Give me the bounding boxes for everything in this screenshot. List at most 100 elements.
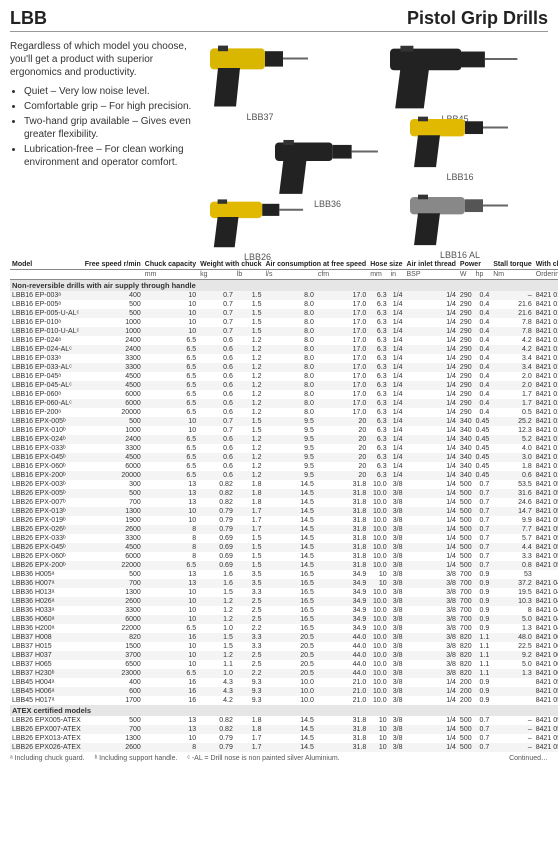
cell: 200 — [458, 687, 474, 696]
cell: 2.0 — [491, 372, 534, 381]
cell: 10.0 — [368, 615, 388, 624]
cell: 6.3 — [368, 426, 388, 435]
table-row: LBB16 EP-005-U-ALᶜ500100.71.58.017.06.31… — [10, 309, 558, 318]
cell: 1.8 — [235, 489, 264, 498]
cell: 6.3 — [368, 345, 388, 354]
cell: 21.0 — [316, 687, 368, 696]
cell: 1900 — [83, 516, 143, 525]
cell: 8421 0108 01 — [534, 291, 558, 300]
cell: 6.3 — [368, 399, 388, 408]
cell: 8 — [491, 606, 534, 615]
cell: 10.0 — [368, 561, 388, 570]
cell — [491, 696, 534, 705]
cell: 3/8 — [389, 597, 405, 606]
cell: 13 — [143, 498, 198, 507]
cell: 1.5 — [235, 309, 264, 318]
cell: 2600 — [83, 597, 143, 606]
cell: 8421 0108 18 — [534, 363, 558, 372]
cell: 31.8 — [316, 507, 368, 516]
cell: – — [491, 716, 534, 725]
cell: 1000 — [83, 426, 143, 435]
cell: 0.9 — [474, 678, 492, 687]
cell: 17.0 — [316, 327, 368, 336]
cell: 0.7 — [474, 734, 492, 743]
cell: 8.0 — [263, 372, 315, 381]
col-subheader: in — [389, 270, 405, 280]
cell: 1/4 — [405, 552, 458, 561]
cell: 1/4 — [405, 507, 458, 516]
cell: 0.9 — [474, 588, 492, 597]
cell: 16.5 — [263, 588, 315, 597]
cell: 0.69 — [198, 534, 235, 543]
cell: 10.0 — [368, 507, 388, 516]
cell: 8421 0501 32 — [534, 696, 558, 705]
col-subheader: cfm — [316, 270, 368, 280]
cell: 10.0 — [368, 480, 388, 489]
cell: 1/4 — [405, 354, 458, 363]
cell: 1/4 — [405, 471, 458, 480]
cell: 37.2 — [491, 579, 534, 588]
cell: 34.9 — [316, 615, 368, 624]
cell: 8 — [143, 743, 198, 752]
cell: 1/4 — [389, 300, 405, 309]
cell: 31.8 — [316, 743, 368, 752]
table-row: LBB16 EPX-024ᵇ24006.50.61.29.5206.31/41/… — [10, 435, 558, 444]
cell: 3/8 — [389, 624, 405, 633]
cell: 1/4 — [405, 417, 458, 426]
cell: 1/4 — [389, 354, 405, 363]
cell: 4.2 — [491, 336, 534, 345]
cell: 1/4 — [389, 462, 405, 471]
cell: 10.0 — [368, 543, 388, 552]
cell: 0.5 — [491, 408, 534, 417]
cell: 500 — [458, 725, 474, 734]
cell: 20.5 — [263, 669, 315, 678]
cell: 400 — [83, 291, 143, 300]
cell: 3/8 — [389, 660, 405, 669]
cell: 0.4 — [474, 363, 492, 372]
cell: 500 — [458, 734, 474, 743]
table-row: LBB36 H007ᵃ700131.63.516.534.9103/83/870… — [10, 579, 558, 588]
table-row: LBB16 EPX-033ᵇ33006.50.61.29.5206.31/41/… — [10, 444, 558, 453]
cell: 3.3 — [491, 552, 534, 561]
drill-icon — [210, 195, 305, 250]
cell: 3/8 — [389, 561, 405, 570]
cell: 500 — [83, 570, 143, 579]
cell: 1.2 — [235, 336, 264, 345]
cell: 10 — [143, 660, 198, 669]
cell: 1/4 — [389, 399, 405, 408]
cell: 1/4 — [405, 716, 458, 725]
cell: 1.8 — [235, 480, 264, 489]
cell: 8.0 — [263, 408, 315, 417]
cell: 1/4 — [405, 345, 458, 354]
cell: 8421 0408 07 — [534, 579, 558, 588]
col-subheader — [10, 270, 83, 280]
cell: 16.5 — [263, 615, 315, 624]
cell: 290 — [458, 354, 474, 363]
cell: 1300 — [83, 734, 143, 743]
cell: 17.0 — [316, 336, 368, 345]
cell: 290 — [458, 318, 474, 327]
cell: 1/4 — [389, 336, 405, 345]
cell: 2400 — [83, 336, 143, 345]
drill-icon — [410, 112, 510, 170]
cell: 290 — [458, 309, 474, 318]
cell: 17.0 — [316, 291, 368, 300]
cell: LBB37 H015 — [10, 642, 83, 651]
cell: LBB26 EPX013-ATEX — [10, 734, 83, 743]
cell: 5.7 — [491, 534, 534, 543]
cell: 1.8 — [491, 462, 534, 471]
drill-icon — [390, 40, 520, 112]
cell: 2.5 — [235, 651, 264, 660]
cell: 6.3 — [368, 336, 388, 345]
cell: 5.0 — [491, 660, 534, 669]
cell: 1/4 — [405, 327, 458, 336]
cell: 0.6 — [198, 345, 235, 354]
table-row: LBB16 EP-060-ALᶜ60006.50.61.28.017.06.31… — [10, 399, 558, 408]
cell: 31.6 — [491, 489, 534, 498]
cell: 1.5 — [235, 291, 264, 300]
cell: 6.3 — [368, 408, 388, 417]
cell: 17.0 — [316, 309, 368, 318]
cell: 22000 — [83, 561, 143, 570]
cell: 14.5 — [263, 534, 315, 543]
cell: 21.6 — [491, 309, 534, 318]
